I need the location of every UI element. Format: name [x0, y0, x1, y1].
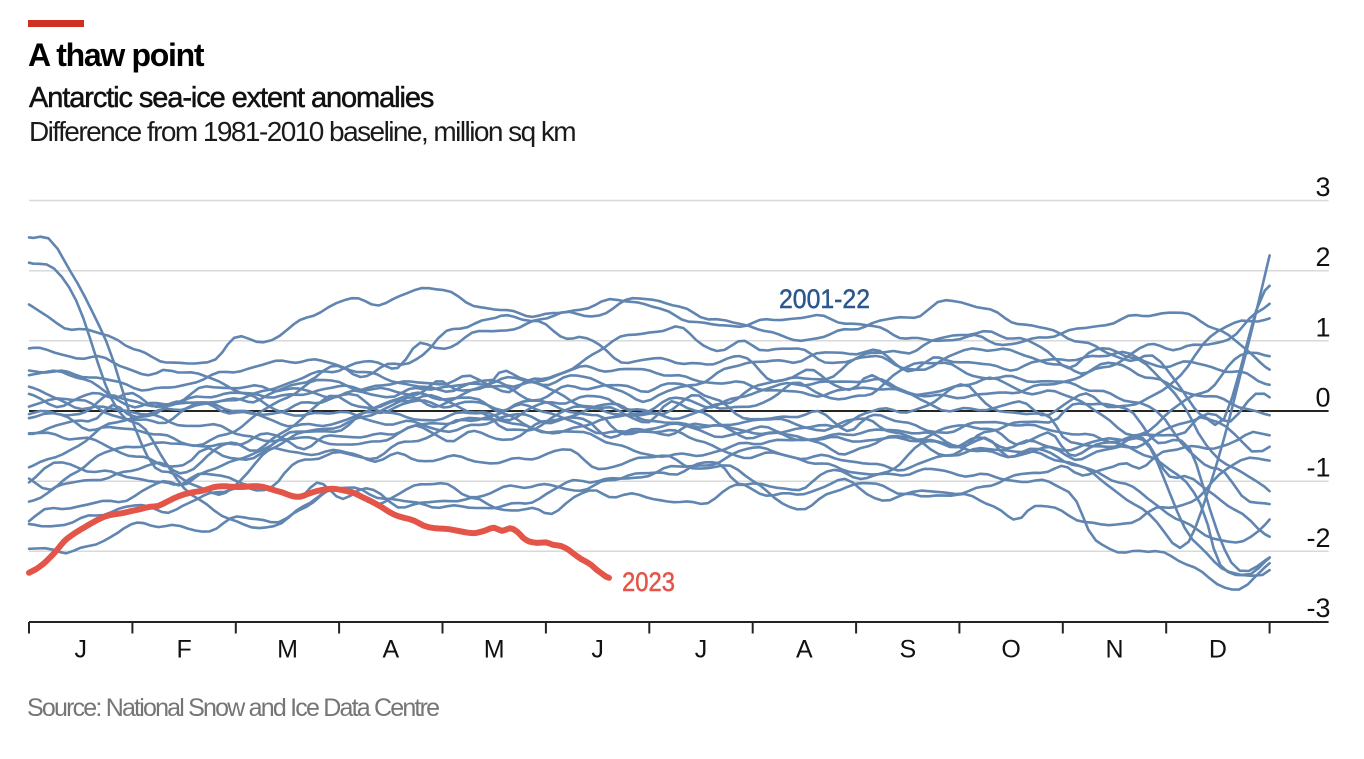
- svg-text:J: J: [591, 636, 604, 664]
- svg-text:0: 0: [1315, 383, 1330, 413]
- svg-text:2: 2: [1315, 242, 1330, 272]
- svg-text:N: N: [1105, 636, 1123, 664]
- svg-text:2001-22: 2001-22: [779, 284, 870, 314]
- svg-text:S: S: [899, 636, 916, 664]
- svg-text:3: 3: [1315, 172, 1330, 202]
- svg-text:M: M: [277, 636, 298, 664]
- svg-text:M: M: [484, 636, 505, 664]
- svg-text:-2: -2: [1306, 523, 1330, 553]
- svg-text:-3: -3: [1306, 593, 1330, 623]
- svg-text:1: 1: [1315, 312, 1330, 342]
- svg-text:J: J: [695, 636, 708, 664]
- svg-text:F: F: [176, 636, 191, 664]
- svg-text:2023: 2023: [622, 567, 675, 597]
- svg-text:D: D: [1209, 636, 1227, 664]
- svg-text:A: A: [382, 636, 399, 664]
- svg-text:-1: -1: [1306, 453, 1330, 483]
- svg-text:A: A: [796, 636, 813, 664]
- svg-text:O: O: [1001, 636, 1020, 664]
- svg-text:J: J: [74, 636, 87, 664]
